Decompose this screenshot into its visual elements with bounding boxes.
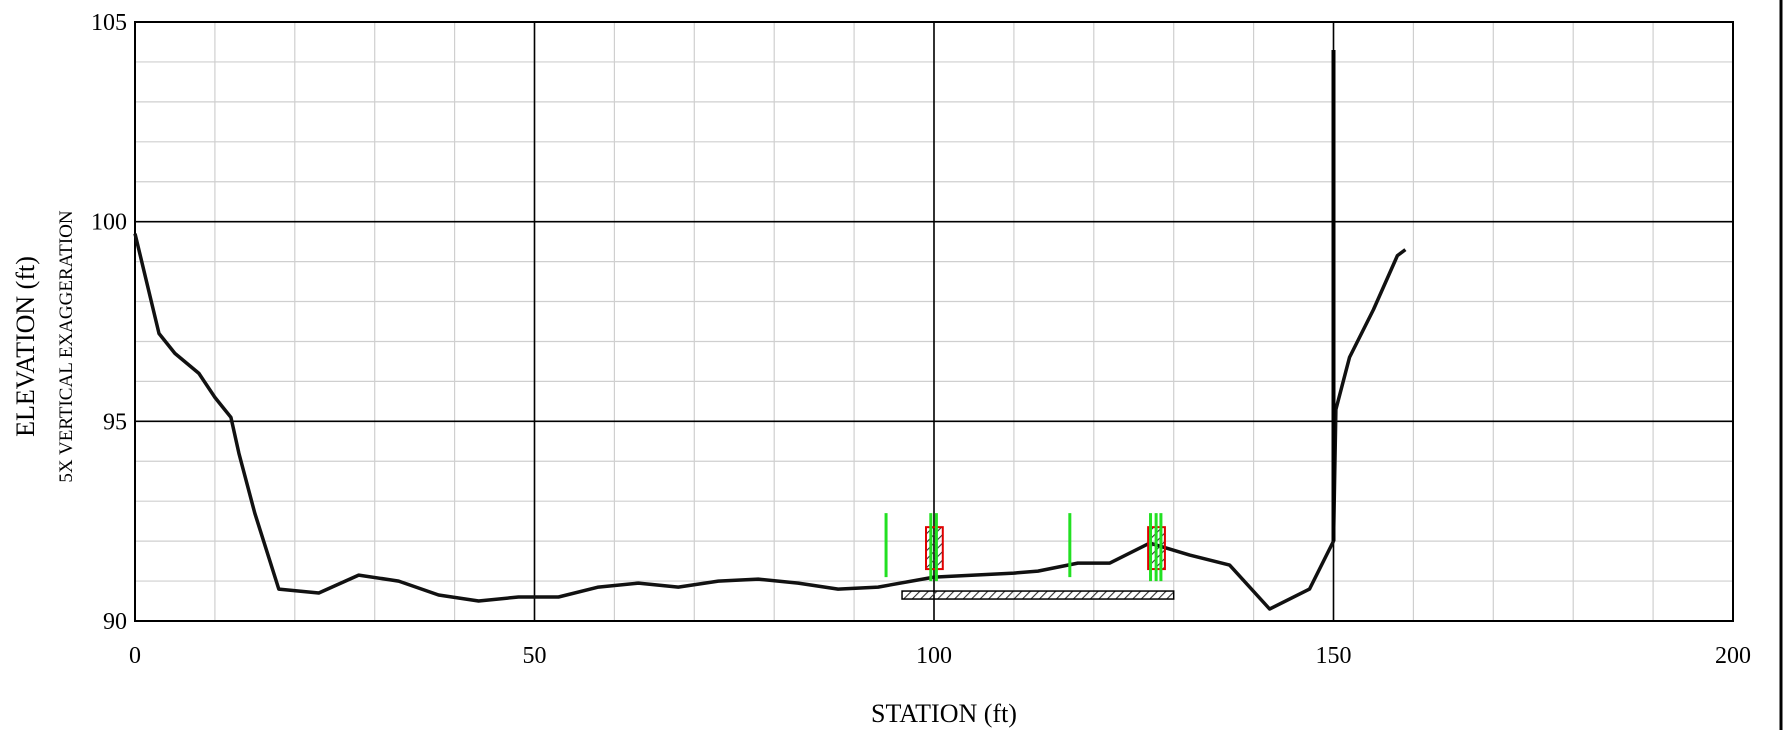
y-tick-labels: 90 95 100 105 <box>91 10 127 635</box>
x-tick-label: 50 <box>523 643 547 669</box>
chart-marks <box>133 49 1407 611</box>
x-tick-label: 100 <box>916 643 952 669</box>
x-tick-label: 200 <box>1715 643 1751 669</box>
ground-profile-line <box>133 233 1407 611</box>
y-tick-label: 90 <box>103 609 127 635</box>
y-axis-label-group: ELEVATION (ft) 5X VERTICAL EXAGGERATION <box>11 210 77 483</box>
y-tick-label: 100 <box>91 210 127 236</box>
y-axis-label: ELEVATION (ft) <box>11 256 40 437</box>
y-tick-label: 105 <box>91 10 127 36</box>
y-axis-sublabel: 5X VERTICAL EXAGGERATION <box>56 210 77 483</box>
y-tick-label: 95 <box>103 409 127 435</box>
x-tick-label: 150 <box>1316 643 1352 669</box>
plot-frame <box>134 21 1734 622</box>
x-tick-labels: 0 50 100 150 200 <box>129 643 1751 669</box>
hatched-bar <box>901 590 1175 600</box>
x-axis-label: STATION (ft) <box>871 699 1017 728</box>
red-hatched-box <box>925 526 944 571</box>
x-tick-label: 0 <box>129 643 141 669</box>
